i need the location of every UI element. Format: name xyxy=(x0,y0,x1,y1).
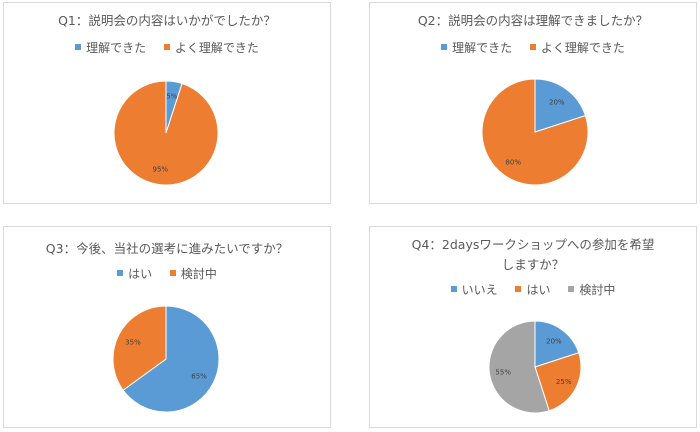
legend-item: 理解できた xyxy=(441,39,512,56)
pie-slice xyxy=(113,80,219,186)
legend-item: よく理解できた xyxy=(529,39,625,56)
data-label: 5% xyxy=(166,93,177,101)
pie-slice xyxy=(122,305,220,413)
legend-item: よく理解できた xyxy=(163,39,259,56)
legend-item: 検討中 xyxy=(169,265,217,282)
legend-label: 検討中 xyxy=(579,283,616,297)
legend-swatch xyxy=(169,270,176,276)
chart-legend: はい 検討中 xyxy=(4,265,330,282)
legend-swatch xyxy=(568,286,575,292)
pie-chart: 65% 35% xyxy=(112,305,220,413)
chart-panel-q1: Q1：説明会の内容はいかがでしたか？ 理解できた よく理解できた 5% 95% xyxy=(3,2,331,204)
pie-chart: 20% 25% 55% xyxy=(488,320,582,414)
chart-panel-q4: Q4：2daysワークショップへの参加を希望しますか？ いいえ はい 検討中 2… xyxy=(369,226,697,428)
legend-item: いいえ xyxy=(450,281,498,298)
pie-slice xyxy=(488,320,550,414)
data-label: 25% xyxy=(556,378,572,386)
pie-chart: 5% 95% xyxy=(113,80,219,186)
chart-legend: 理解できた よく理解できた xyxy=(4,39,330,56)
legend-item: 検討中 xyxy=(568,281,615,298)
pie-slice xyxy=(481,78,589,186)
legend-swatch xyxy=(441,44,448,50)
chart-panel-q3: Q3：今後、当社の選考に進みたいですか？ はい 検討中 65% 35% xyxy=(3,226,331,428)
legend-label: はい xyxy=(526,283,551,297)
pie-slice xyxy=(534,352,582,412)
data-label: 35% xyxy=(125,339,141,347)
legend-label: 理解できた xyxy=(86,41,147,55)
chart-legend: 理解できた よく理解できた xyxy=(370,39,696,56)
data-label: 20% xyxy=(546,337,562,345)
legend-swatch xyxy=(529,44,536,50)
chart-title: Q4：2daysワークショップへの参加を希望しますか？ xyxy=(411,237,655,272)
legend-swatch xyxy=(117,270,124,276)
data-label: 95% xyxy=(153,165,169,173)
legend-swatch xyxy=(75,44,82,50)
legend-label: はい xyxy=(128,267,153,281)
legend-item: はい xyxy=(515,281,551,298)
legend-label: よく理解できた xyxy=(540,41,625,55)
data-label: 20% xyxy=(549,98,565,106)
chart-legend: いいえ はい 検討中 xyxy=(370,281,696,298)
pie-slice xyxy=(534,320,580,368)
legend-label: 検討中 xyxy=(180,267,217,281)
pie-chart: 20% 80% xyxy=(481,78,589,186)
legend-swatch xyxy=(515,286,522,292)
chart-title: Q2：説明会の内容は理解できましたか？ xyxy=(417,13,649,28)
legend-item: はい xyxy=(117,265,152,282)
legend-label: よく理解できた xyxy=(174,41,259,55)
chart-title: Q1：説明会の内容はいかがでしたか？ xyxy=(58,13,276,28)
legend-swatch xyxy=(163,44,170,50)
data-label: 55% xyxy=(495,369,511,377)
data-label: 80% xyxy=(505,159,521,167)
pie-slice xyxy=(534,78,587,133)
data-label: 65% xyxy=(191,372,207,380)
pie-slice xyxy=(112,305,167,391)
legend-item: 理解できた xyxy=(75,39,146,56)
chart-title: Q3：今後、当社の選考に進みたいですか？ xyxy=(45,241,289,256)
legend-label: いいえ xyxy=(461,283,498,297)
legend-swatch xyxy=(450,286,457,292)
chart-panel-q2: Q2：説明会の内容は理解できましたか？ 理解できた よく理解できた 20% 80% xyxy=(369,2,697,204)
legend-label: 理解できた xyxy=(452,41,513,55)
